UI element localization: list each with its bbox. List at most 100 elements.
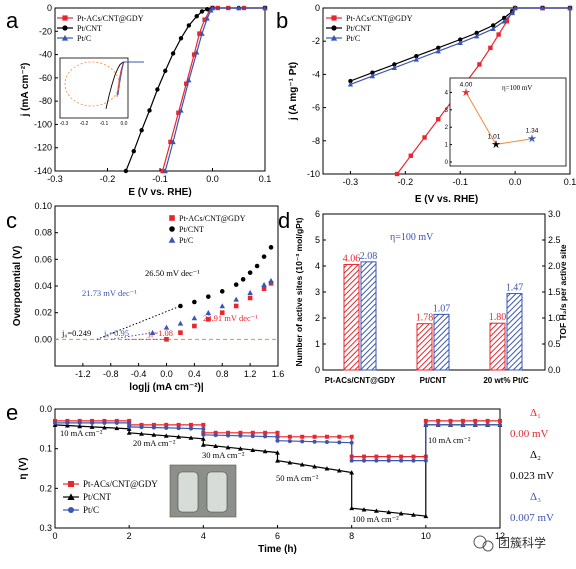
panel-a-inset-xtick: 0.0 <box>121 121 128 127</box>
panel-b-ytick: -4 <box>312 69 320 79</box>
panel-a-ytick: -120 <box>34 143 52 153</box>
panel-a-legend-label: Pt/CNT <box>77 24 102 33</box>
panel-e-series-2-point <box>139 425 144 430</box>
panel-a-xtick: 0.0 <box>206 174 219 184</box>
wechat-icon <box>473 535 487 549</box>
panel-e-series-2-point <box>485 422 490 427</box>
panel-c-fit-line <box>96 305 181 340</box>
panel-e-series-1-point <box>275 450 280 455</box>
panel-c-xtick: 0.8 <box>216 369 229 379</box>
panel-e-ytick: 0.2 <box>39 483 52 493</box>
panel-c-annotation: j₀=0.249 <box>61 328 91 338</box>
panel-e-series-1-point <box>176 434 182 439</box>
panel-a-ytick: -40 <box>39 50 52 60</box>
panel-e-series-1-point <box>250 447 256 452</box>
panel-e-series-2-point <box>324 440 329 445</box>
panel-e-xtick: 6 <box>275 531 280 541</box>
panel-c-series-2-point <box>233 296 239 302</box>
panel-e-xtick: 4 <box>201 531 206 541</box>
panel-d-ytick: 1 <box>315 339 320 349</box>
panel-e-series-2-point <box>287 439 292 444</box>
panel-d-category: Pt/CNT <box>420 376 447 385</box>
panel-d-ytick: 6 <box>315 209 320 219</box>
panel-a-series-1-point <box>199 9 205 14</box>
panel-b-series-1-point <box>348 78 353 84</box>
panel-e-ylabel: η (V) <box>18 457 29 479</box>
panel-d-ytick: 2 <box>315 313 320 323</box>
panel-b-series-2-point <box>347 81 354 87</box>
panel-e-series-2-point <box>423 422 428 427</box>
panel-d-bar-tof <box>433 313 450 371</box>
panel-b-series-1-point <box>392 62 397 67</box>
panel-e-series-1-point <box>398 511 404 516</box>
panel-d-y2tick: 1.0 <box>548 313 561 323</box>
panel-d-ytick: 0 <box>315 365 320 375</box>
panel-e-series-2-point <box>114 420 119 425</box>
panel-d-ytick: 5 <box>315 235 320 245</box>
panel-e-series-2-point <box>127 420 132 425</box>
panel-b-series-2-point <box>413 56 419 62</box>
panel-b-series-2-point <box>474 33 480 39</box>
panel-e-series-0-point <box>423 418 428 423</box>
panel-e-delta-name: Δ₂ <box>530 449 541 461</box>
panel-e-legend-marker <box>67 493 75 500</box>
panel-e-series-1-point <box>312 464 317 469</box>
panel-e-series-1-point <box>361 507 367 512</box>
panel-c-label: c <box>6 208 17 233</box>
panel-e-series-1-point <box>77 423 83 429</box>
panel-c-series-1-point <box>219 289 225 294</box>
panel-c-ytick: 0.02 <box>34 308 52 318</box>
panel-b-inset-ytick: 4 <box>445 90 449 96</box>
panel-e-legend-label: Pt/CNT <box>83 492 112 502</box>
panel-a-inset-xtick: -0.3 <box>60 121 69 127</box>
panel-e-label: e <box>6 400 18 425</box>
panel-a-series-2-point <box>186 77 192 83</box>
panel-c-series-1-point <box>268 245 274 250</box>
panel-e-series-2-point <box>374 458 379 463</box>
panel-a-series-2-point <box>178 107 184 113</box>
panel-a-inset-line <box>117 61 144 95</box>
panel-e-series-2-point <box>213 433 218 438</box>
panel-e-xtick: 10 <box>421 531 431 541</box>
panel-e-ytick: 0.1 <box>39 444 52 454</box>
panel-a-ytick: 0 <box>47 3 52 13</box>
panel-e-series-1-point <box>213 443 219 449</box>
panel-d-value-tof: 2.08 <box>360 251 378 262</box>
panel-a-series-1-line <box>125 7 265 172</box>
panel-a-ytick: -80 <box>39 96 52 106</box>
panel-a-series-0-point <box>160 168 165 174</box>
panel-e-axes <box>54 408 501 529</box>
panel-b-series-0-point <box>436 117 441 122</box>
panel-b-inset-ytick: 3 <box>445 108 449 114</box>
panel-e-series-2-point <box>436 422 441 427</box>
panel-b-xtick: 0.0 <box>509 177 522 187</box>
panel-c-series-1-point <box>240 277 246 282</box>
panel-e-series-2-point <box>362 458 367 463</box>
panel-a-series-1-point <box>131 149 136 154</box>
panel-e-frame <box>54 408 501 529</box>
panel-c-xtick: 0.0 <box>160 369 173 379</box>
panel-e-ytick: 0.0 <box>39 404 52 414</box>
panel-b-series-0-point <box>496 32 501 37</box>
panel-c-series-0-point <box>206 317 211 322</box>
panel-a-ytick: -60 <box>39 73 52 83</box>
panel-e-series-0-point <box>263 430 268 435</box>
panel-e-step-label: 10 mA cm⁻² <box>428 435 471 445</box>
panel-b-series-1-point <box>501 15 507 21</box>
panel-b-inset <box>449 77 567 167</box>
panel-c-xtick: -0.4 <box>131 369 147 379</box>
panel-e-series-2-point <box>448 422 453 427</box>
panel-e-series-2-point <box>275 434 280 439</box>
panel-e-series-1-point <box>238 446 243 451</box>
panel-d-y2tick: 3.0 <box>548 209 561 219</box>
panel-b-series-1-point <box>436 45 441 51</box>
panel-c-series-2-point <box>247 289 253 295</box>
panel-e-series-0-point <box>164 422 169 427</box>
panel-e-series-2-point <box>312 439 317 444</box>
panel-e-delta-name: Δ₃ <box>530 491 541 503</box>
panel-e-series-2-point <box>176 426 181 431</box>
panel-e-xtick: 12 <box>495 531 505 541</box>
panel-b-inset-title: η=100 mV <box>502 84 532 92</box>
